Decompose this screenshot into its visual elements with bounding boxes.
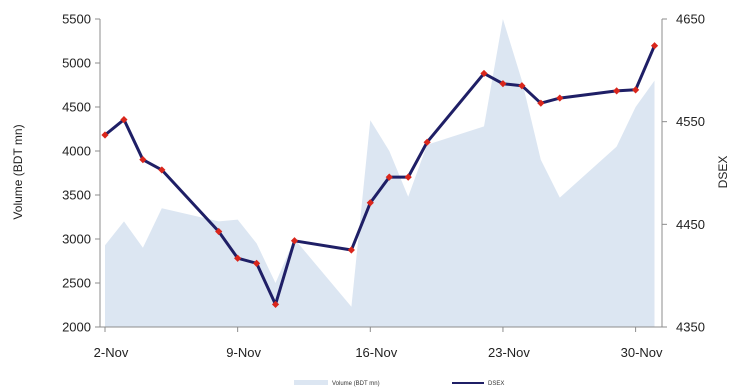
volume-area <box>105 19 655 327</box>
dsex-point <box>613 87 621 95</box>
dsex-point <box>101 131 109 139</box>
left-axis-tick-label: 2000 <box>62 320 91 335</box>
dsex-point <box>632 86 640 94</box>
dsex-point <box>234 254 242 262</box>
dsex-point <box>139 156 147 164</box>
dsex-point <box>158 166 166 174</box>
right-axis-tick-label: 4350 <box>676 320 705 335</box>
x-axis-tick-label: 23-Nov <box>488 345 530 360</box>
dsex-point <box>404 173 412 181</box>
dsex-point <box>480 69 488 78</box>
dsex-point <box>120 116 128 124</box>
left-axis-tick-label: 4000 <box>62 144 91 159</box>
dsex-point <box>366 199 374 207</box>
dsex-point <box>423 138 431 146</box>
dsex-marker-layer <box>101 42 659 309</box>
left-axis-tick-label: 2500 <box>62 276 91 291</box>
dsex-point <box>253 259 261 267</box>
left-axis-tick-label: 3500 <box>62 188 91 203</box>
legend-dsex-label: DSEX <box>488 381 504 387</box>
x-axis-tick-label: 30-Nov <box>621 345 663 360</box>
left-axis-tick-label: 5000 <box>62 56 91 71</box>
left-axis-tick-label: 3000 <box>62 232 91 247</box>
dsex-point <box>650 42 659 50</box>
legend-volume-label: Volume (BDT mn) <box>332 381 380 387</box>
right-axis-tick-label: 4550 <box>676 114 705 129</box>
dsex-point <box>537 99 545 107</box>
right-axis-tick-label: 4450 <box>676 217 705 232</box>
legend-volume-swatch <box>294 380 328 385</box>
dsex-point <box>215 227 223 236</box>
dsex-point <box>556 94 564 102</box>
tick-label-layer: 2000 2500 3000 3500 4000 4500 5000 5500 4350 4450… <box>62 12 705 361</box>
right-axis-title: DSEX <box>716 156 730 189</box>
legend: Volume (BDT mn) DSEX <box>294 380 504 387</box>
right-axis-tick-label: 4650 <box>676 12 705 27</box>
left-axis-tick-label: 5500 <box>62 12 91 27</box>
x-axis-tick-label: 2-Nov <box>94 345 129 360</box>
x-axis-tick-label: 9-Nov <box>226 345 261 360</box>
dsex-point <box>385 173 393 181</box>
volume-area-layer <box>105 19 655 327</box>
dsex-point <box>347 246 355 254</box>
left-axis-title: Volume (BDT mn) <box>11 124 25 219</box>
dsex-point <box>499 80 507 88</box>
dsex-point <box>271 300 280 309</box>
x-axis-tick-label: 16-Nov <box>355 345 397 360</box>
dsex-line <box>104 45 656 306</box>
axes-layer <box>95 18 667 332</box>
dsex-line-layer <box>104 45 656 306</box>
dsex-point <box>290 237 299 245</box>
left-axis-tick-label: 4500 <box>62 100 91 115</box>
dsex-point <box>518 82 526 90</box>
